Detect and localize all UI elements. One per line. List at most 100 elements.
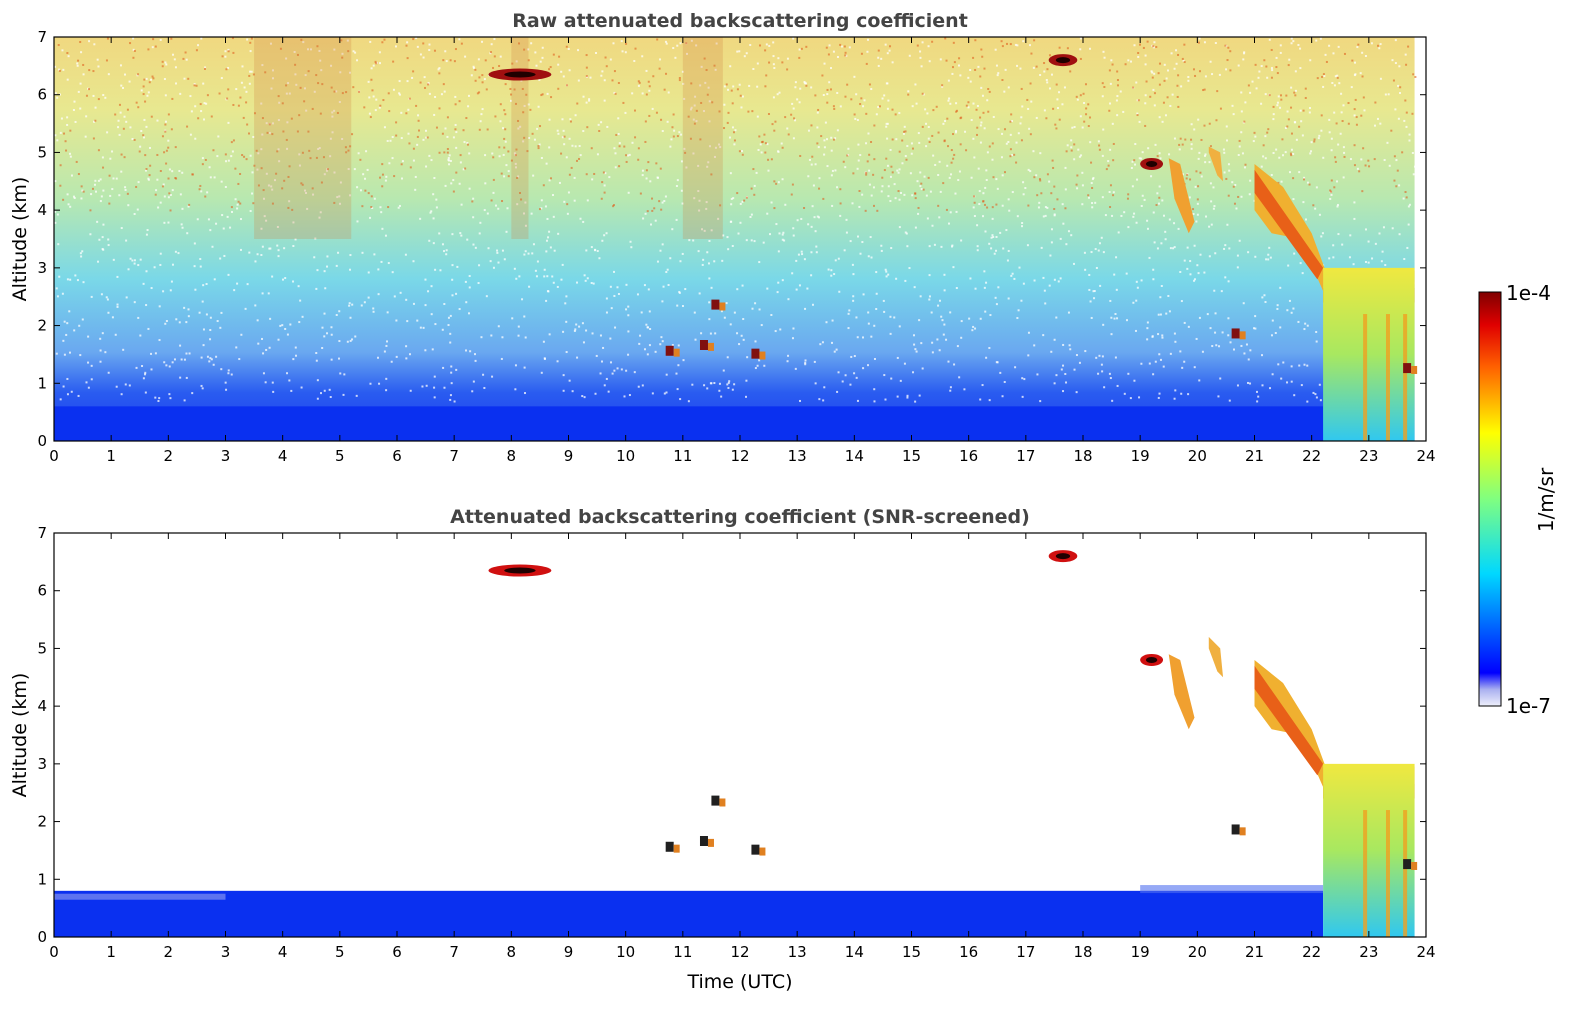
noise-dot [1374, 242, 1377, 245]
noise-dot [905, 158, 908, 161]
noise-dot [161, 60, 164, 63]
cloud-fragment [673, 844, 680, 853]
noise-dot [1364, 164, 1367, 167]
noise-dot [897, 190, 900, 193]
noise-dot [708, 145, 711, 148]
noise-dot [1108, 372, 1111, 375]
noise-dot [1173, 67, 1176, 70]
noise-dot [598, 129, 601, 132]
noise-dot [988, 399, 991, 402]
noise-dot [1341, 243, 1344, 246]
noise-dot [240, 333, 243, 336]
noise-dot [412, 147, 415, 150]
noise-dot [388, 162, 391, 165]
noise-dot [144, 373, 147, 376]
noise-dot [965, 104, 968, 107]
noise-dot [828, 44, 831, 47]
x-tick-label: 23 [1359, 943, 1378, 961]
noise-dot [959, 74, 962, 77]
noise-dot [316, 269, 319, 272]
noise-dot [1035, 116, 1038, 119]
noise-dot [428, 49, 431, 52]
noise-dot [904, 155, 907, 158]
noise-dot [1334, 160, 1337, 163]
noise-dot [841, 380, 844, 383]
noise-dot [143, 118, 146, 121]
noise-dot [286, 333, 289, 336]
noise-dot [914, 400, 917, 403]
noise-dot [278, 101, 281, 104]
noise-dot [749, 216, 752, 219]
noise-dot [1136, 286, 1139, 289]
noise-dot [884, 268, 887, 271]
noise-dot [920, 342, 923, 345]
noise-dot [1005, 42, 1008, 45]
noise-dot [1140, 279, 1143, 282]
noise-dot [1173, 397, 1176, 400]
noise-dot [230, 206, 233, 209]
noise-dot [298, 114, 301, 117]
noise-dot [981, 215, 984, 218]
noise-dot [1042, 276, 1045, 279]
noise-dot [937, 204, 940, 207]
noise-dot [348, 302, 351, 305]
noise-dot [617, 293, 620, 296]
noise-dot [361, 251, 364, 254]
noise-dot [991, 234, 994, 237]
noise-dot [758, 308, 761, 311]
noise-dot [435, 198, 438, 201]
noise-dot [950, 149, 953, 152]
noise-dot [883, 94, 886, 97]
noise-dot [448, 154, 451, 157]
noise-dot [88, 40, 91, 43]
noise-dot [927, 176, 930, 179]
noise-dot [733, 139, 736, 142]
noise-dot [588, 99, 591, 102]
noise-dot [231, 37, 234, 40]
noise-dot [1183, 360, 1186, 363]
noise-dot [1010, 274, 1013, 277]
noise-dot [1005, 229, 1008, 232]
noise-dot [1229, 341, 1232, 344]
noise-dot [73, 329, 76, 332]
noise-dot [1098, 148, 1101, 151]
noise-dot [1027, 168, 1030, 171]
noise-dot [191, 173, 194, 176]
noise-dot [344, 146, 347, 149]
noise-dot [1399, 86, 1402, 89]
noise-dot [1394, 62, 1397, 65]
noise-dot [717, 217, 720, 220]
noise-dot [612, 204, 615, 207]
noise-dot [444, 127, 447, 130]
noise-dot [1189, 260, 1192, 263]
noise-dot [277, 249, 280, 252]
noise-dot [573, 199, 576, 202]
noise-dot [1276, 104, 1279, 107]
noise-dot [782, 231, 785, 234]
noise-dot [144, 391, 147, 394]
noise-dot [154, 396, 157, 399]
noise-dot [432, 193, 435, 196]
noise-dot [1249, 349, 1252, 352]
noise-dot [656, 38, 659, 41]
noise-dot [992, 115, 995, 118]
noise-dot [983, 286, 986, 289]
noise-dot [1279, 44, 1282, 47]
noise-dot [1156, 155, 1159, 158]
noise-dot [292, 221, 295, 224]
noise-dot [585, 173, 588, 176]
noise-dot [227, 66, 230, 69]
noise-dot [911, 194, 914, 197]
noise-dot [591, 332, 594, 335]
noise-dot [65, 333, 68, 336]
noise-dot [867, 255, 870, 258]
noise-dot [846, 83, 849, 86]
noise-dot [794, 367, 797, 370]
noise-dot [1238, 145, 1241, 148]
noise-dot [62, 339, 65, 342]
noise-dot [916, 180, 919, 183]
noise-dot [1277, 95, 1280, 98]
noise-dot [339, 71, 342, 74]
cloud-fragment [1411, 365, 1418, 374]
noise-dot [590, 147, 593, 150]
